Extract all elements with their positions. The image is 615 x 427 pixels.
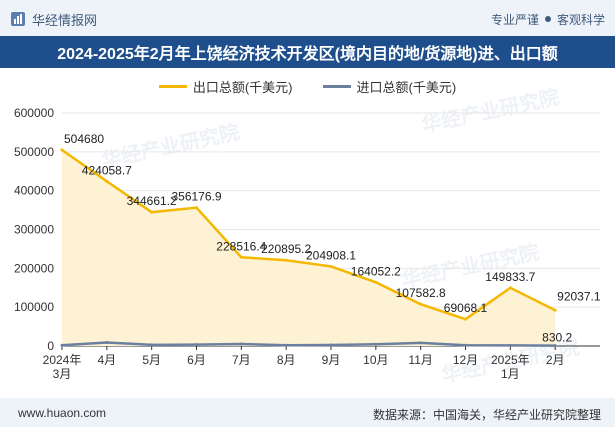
export-point [239,255,243,259]
export-point [464,317,467,321]
x-tick-label: 11月 [408,353,432,367]
import-point [60,343,64,347]
import-series-line [61,341,556,347]
export-data-label: 424058.7 [82,163,132,177]
export-point [284,258,288,262]
export-area [62,150,556,346]
badge-objective: 客观科学 [556,12,605,27]
export-data-label: 204908.1 [306,248,356,262]
import-point [419,341,423,345]
legend-swatch-export [158,84,187,88]
export-point [150,210,154,214]
dot-icon [544,16,551,22]
x-tick-label: 12月 [453,353,478,367]
export-data-label: 92037.1 [557,289,601,303]
export-point [60,148,64,152]
footer-site: www.huaon.com [18,406,107,420]
x-tick-label: 6月 [187,353,206,367]
export-point [419,302,423,306]
legend: 出口总额(千美元) 进口总额(千美元) [0,76,615,96]
y-tick-label: 400000 [14,184,54,198]
area-chart: 0 100000 200000 300000 400000 500000 600000 202… [14,106,601,381]
y-tick-label: 100000 [14,300,54,314]
y-tick-label: 0 [47,339,54,353]
export-data-label: 69068.1 [444,301,488,315]
x-tick-label: 5月 [142,353,161,367]
y-tick-label: 300000 [14,223,54,237]
y-tick-label: 500000 [14,145,54,159]
import-point [239,342,243,346]
export-data-label: 220895.2 [261,242,311,256]
export-data-label: 228516.4 [216,239,266,253]
x-tick-label: 4月 [97,353,116,367]
brand-name: 华经情报网 [32,12,98,28]
import-point [284,343,288,347]
export-point [105,179,109,183]
import-point [150,343,154,347]
export-point [508,286,512,290]
export-series-line [61,148,556,321]
import-point [329,343,333,347]
import-point [374,342,378,346]
export-data-label: 107582.8 [396,286,446,300]
legend-label-import: 进口总额(千美元) [356,79,457,95]
chart-title: 2024-2025年2月年上饶经济技术开发区(境内目的地/货源地)进、出口额 [0,36,615,68]
x-tick-label: 2025年 1月 [491,353,530,381]
export-data-label: 504680 [64,132,104,146]
x-tick-label: 7月 [232,353,251,367]
x-tick-label: 10月 [363,353,388,367]
y-tick-label: 600000 [14,106,54,120]
x-tick-label: 9月 [322,353,341,367]
footer: www.huaon.com 数据来源：中国海关，华经产业研究院整理 [0,398,615,427]
logo-icon [11,12,25,26]
brand: 华经情报网 [10,10,97,28]
y-tick-label: 200000 [14,261,54,275]
x-tick-label: 8月 [277,353,296,367]
export-point [329,264,333,268]
import-point [508,343,512,347]
import-point [464,343,467,347]
legend-item-import: 进口总额(千美元) [322,77,457,96]
legend-label-export: 出口总额(千美元) [192,79,293,95]
x-tick-label: 2月 [546,353,565,367]
export-point [374,280,378,284]
top-bar: 华经情报网 专业严谨 客观科学 [0,0,615,36]
export-data-label: 356176.9 [171,190,221,204]
export-point [195,206,198,210]
x-tick-label: 2024年 3月 [43,353,82,381]
import-point [195,343,198,347]
import-data-label: 830.2 [542,331,572,345]
export-point [553,308,557,312]
legend-item-export: 出口总额(千美元) [158,77,293,96]
export-data-label: 344661.2 [127,194,177,208]
export-data-label: 149833.7 [485,270,535,284]
badge-professional: 专业严谨 [490,12,539,27]
import-point [553,344,557,348]
export-data-label: 164052.2 [351,264,401,278]
badges: 专业严谨 客观科学 [491,10,605,28]
import-point [105,341,109,345]
legend-swatch-import [322,84,351,88]
footer-source: 数据来源：中国海关，华经产业研究院整理 [372,408,601,422]
